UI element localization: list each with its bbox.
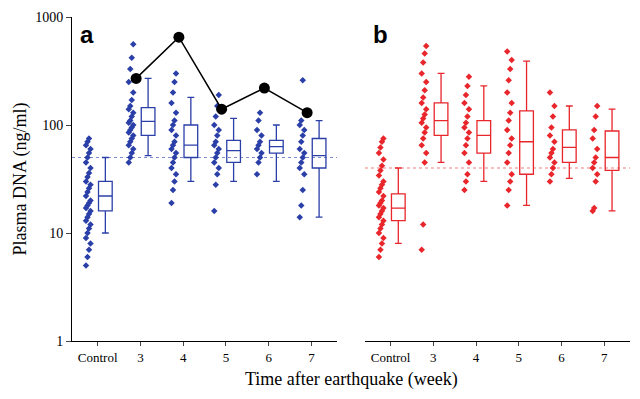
svg-text:1: 1 <box>56 334 63 349</box>
svg-text:Control: Control <box>371 350 411 365</box>
svg-text:3: 3 <box>137 350 144 365</box>
svg-text:7: 7 <box>308 350 315 365</box>
svg-text:1000: 1000 <box>35 10 63 25</box>
svg-text:Control: Control <box>78 350 118 365</box>
svg-text:Time after earthquake (week): Time after earthquake (week) <box>245 369 458 390</box>
svg-text:Plasma DNA (ng/ml): Plasma DNA (ng/ml) <box>10 103 31 256</box>
svg-text:7: 7 <box>601 350 608 365</box>
svg-text:4: 4 <box>473 350 480 365</box>
svg-text:4: 4 <box>180 350 187 365</box>
svg-text:100: 100 <box>42 118 63 133</box>
svg-text:3: 3 <box>430 350 437 365</box>
svg-text:6: 6 <box>558 350 565 365</box>
svg-text:b: b <box>373 21 388 48</box>
svg-text:5: 5 <box>223 350 230 365</box>
svg-text:a: a <box>80 21 94 48</box>
svg-text:6: 6 <box>265 350 272 365</box>
svg-text:10: 10 <box>49 226 63 241</box>
svg-text:5: 5 <box>516 350 523 365</box>
